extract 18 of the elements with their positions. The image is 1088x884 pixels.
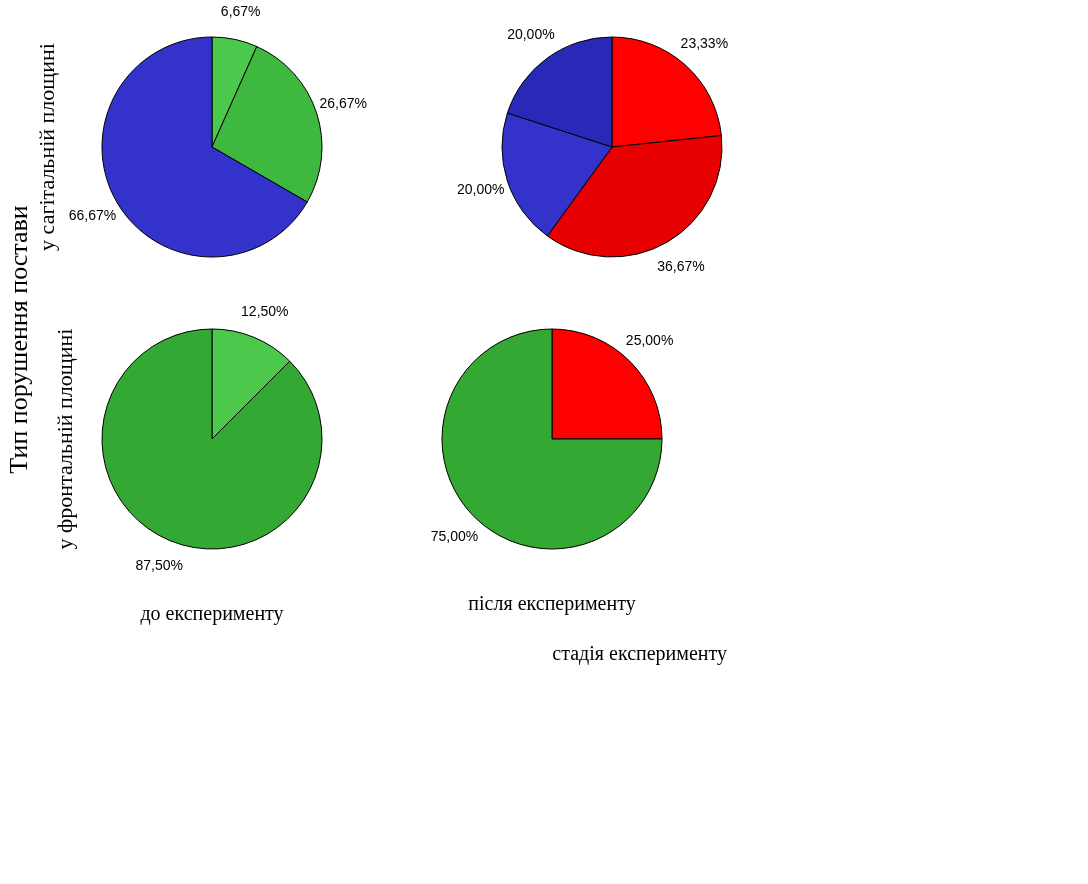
text: після експерименту [468, 592, 636, 615]
text: до експерименту [140, 602, 284, 625]
data-label: 25,00% [625, 332, 674, 349]
text: у сагітальній площині [33, 43, 59, 251]
text: Тип порушення постави [3, 205, 33, 474]
data-label: 26,67% [319, 95, 367, 112]
data-label: 87,50% [135, 557, 183, 574]
text: стадія експерименту [552, 642, 727, 665]
data-label: 23,33% [680, 35, 729, 52]
data-label: 75,00% [430, 527, 479, 544]
text: у фронтальній площині [52, 328, 77, 550]
data-label: 6,67% [220, 3, 261, 20]
data-label: 66,67% [68, 206, 117, 223]
data-label: 12,50% [241, 302, 289, 319]
pie-slice [101, 328, 323, 550]
data-label: 36,67% [657, 257, 705, 274]
data-label: 20,00% [507, 26, 555, 43]
data-label: 20,00% [457, 180, 505, 197]
